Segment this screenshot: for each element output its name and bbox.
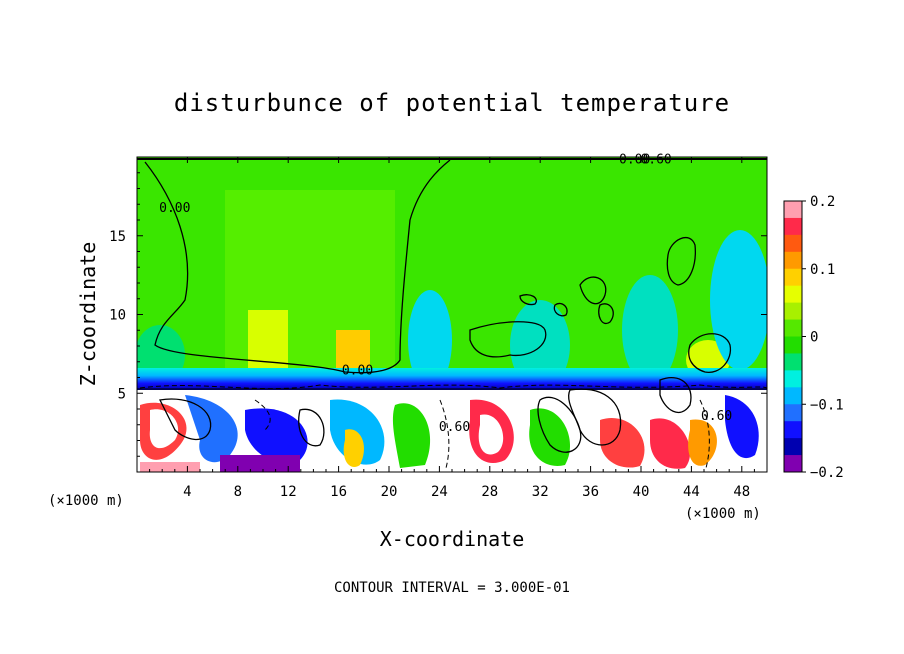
y-tick-label: 5 [118, 386, 126, 402]
colorbar-tick-label: −0.2 [810, 465, 844, 481]
field-cool-region [408, 290, 452, 390]
colorbar-swatch [784, 268, 802, 287]
field-cool-region [710, 230, 767, 370]
contour-labels: 0.000.000.000.600.600.60 [159, 152, 732, 435]
x-tick-label: 44 [683, 484, 700, 500]
colorbar-swatch [784, 234, 802, 253]
x-tick-label: 12 [280, 484, 297, 500]
x-tick-label: 40 [633, 484, 650, 500]
contour-lines-negative [139, 384, 767, 469]
colorbar-swatch [784, 353, 802, 371]
colorbar: 0.2 0.1 0 −0.1 −0.2 [783, 194, 844, 481]
y-axis: 5 10 15 [109, 172, 767, 457]
colorbar-tick-label: 0.1 [810, 262, 835, 278]
contour-label: 0.60 [640, 152, 671, 167]
y-tick-label: 10 [109, 308, 126, 324]
x-unit-label: (×1000 m) [48, 493, 124, 509]
colorbar-swatch [784, 438, 802, 456]
colorbar-tick-label: 0.2 [810, 194, 835, 210]
heatmap-field [137, 157, 767, 472]
contour-label: 0.60 [439, 420, 470, 435]
y-axis-label: Z-coordinate [76, 242, 100, 387]
x-unit-label-right: (×1000 m) [685, 506, 761, 522]
colorbar-swatch [784, 201, 802, 219]
colorbar-swatch [784, 421, 802, 439]
colorbar-swatch [784, 404, 802, 422]
x-axis-label: X-coordinate [380, 527, 525, 551]
field-cool-region [622, 275, 678, 385]
x-tick-label: 32 [532, 484, 549, 500]
x-tick-label: 48 [733, 484, 750, 500]
colorbar-swatch [784, 370, 802, 388]
field-inversion-band [137, 368, 767, 390]
y-tick-label: 15 [109, 229, 126, 245]
contour-interval-note: CONTOUR INTERVAL = 3.000E-01 [334, 580, 570, 596]
field-eddies [140, 395, 759, 472]
colorbar-swatch [784, 251, 802, 270]
colorbar-swatch [784, 302, 802, 321]
field-warm-region [248, 310, 288, 375]
x-tick-label: 16 [330, 484, 347, 500]
x-tick-label: 28 [481, 484, 498, 500]
contour-label: 0.00 [619, 152, 650, 167]
colorbar-swatch [784, 217, 802, 236]
contour-label: 0.00 [159, 201, 190, 216]
x-tick-label: 36 [582, 484, 599, 500]
colorbar-swatch [784, 285, 802, 304]
contour-lines [137, 158, 767, 453]
contour-label: 0.00 [342, 363, 373, 378]
x-axis: 4 8 12 16 20 24 28 32 36 40 44 48 [149, 157, 755, 500]
colorbar-tick-label: 0 [810, 330, 818, 346]
field-warm-region [336, 330, 370, 375]
colorbar-swatch [784, 336, 802, 354]
colorbar-swatch [784, 319, 802, 337]
x-tick-label: 8 [234, 484, 242, 500]
colorbar-swatch [784, 387, 802, 405]
colorbar-tick-label: −0.1 [810, 397, 844, 413]
x-tick-label: 24 [431, 484, 448, 500]
colorbar-swatch [784, 455, 802, 473]
x-tick-label: 20 [381, 484, 398, 500]
contour-label: 0.60 [701, 409, 732, 424]
x-tick-label: 4 [183, 484, 191, 500]
chart-title: disturbunce of potential temperature [174, 89, 730, 117]
